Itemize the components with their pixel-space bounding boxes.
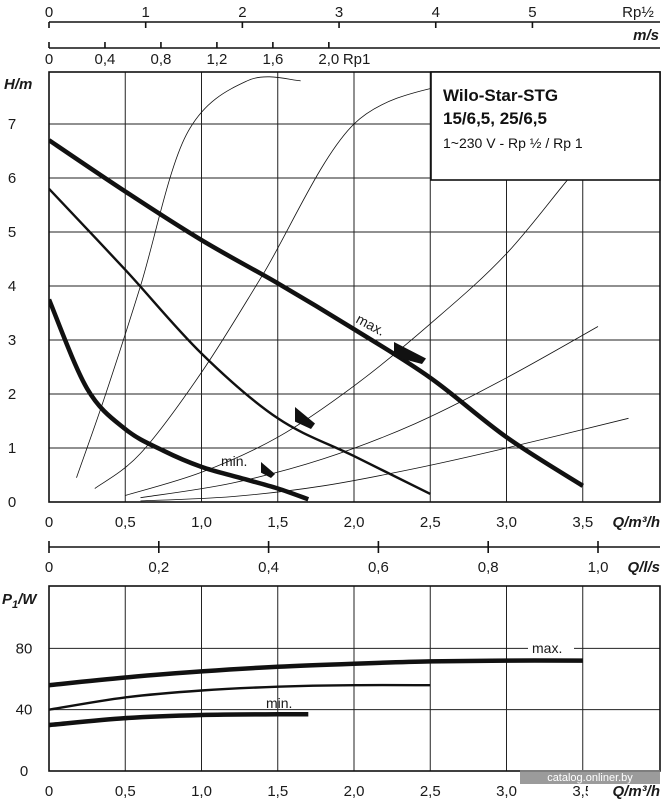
head-y-tick-label: 4 xyxy=(8,278,16,295)
head-y-axis-label: H/m xyxy=(4,76,32,93)
power-x-tick-label: 1,0 xyxy=(191,783,212,800)
power-curve-max xyxy=(49,658,583,688)
flow-ls-tick-label: 1,0 xyxy=(588,559,609,576)
velocity-tick-label: 0,4 xyxy=(95,51,116,68)
rp-half-tick-label: 5 xyxy=(528,4,536,21)
power-x-axis-label: Q/m³/h xyxy=(613,783,661,800)
rp-half-axis-label: Rp½ xyxy=(622,4,654,21)
chart-title-line-1: Wilo-Star-STG xyxy=(443,86,558,105)
rp-half-tick-label: 0 xyxy=(45,4,53,21)
head-y-tick-label: 1 xyxy=(8,440,16,457)
power-curve-mid xyxy=(49,683,431,711)
rp-half-tick-label: 2 xyxy=(238,4,246,21)
rp-half-tick-label: 4 xyxy=(432,4,440,21)
head-curve-mid xyxy=(49,187,431,495)
head-x-tick-label: 1,5 xyxy=(267,514,288,531)
velocity-tick-label: 1,6 xyxy=(262,51,283,68)
head-x-tick-label: 0,5 xyxy=(115,514,136,531)
mid-setting-marker xyxy=(295,407,315,429)
power-y-tick-label: 0 xyxy=(20,763,28,780)
power-x-tick-label: 2,0 xyxy=(344,783,365,800)
power-y-tick-label: 80 xyxy=(16,640,33,657)
head-y-tick-label: 3 xyxy=(8,332,16,349)
power-x-tick-label: 0 xyxy=(45,783,53,800)
head-x-tick-label: 0 xyxy=(45,514,53,531)
flow-ls-tick-label: 0,8 xyxy=(478,559,499,576)
head-x-tick-label: 2,0 xyxy=(344,514,365,531)
head-y-tick-label: 5 xyxy=(8,224,16,241)
rp-half-tick-label: 1 xyxy=(142,4,150,21)
head-x-tick-label: 1,0 xyxy=(191,514,212,531)
head-x-tick-label: 3,5 xyxy=(572,514,593,531)
rp-half-tick-label: 3 xyxy=(335,4,343,21)
power-chart-frame xyxy=(48,585,661,772)
head-x-tick-label: 3,0 xyxy=(496,514,517,531)
head-y-tick-label: 6 xyxy=(8,170,16,187)
power-max-label: max. xyxy=(532,640,562,656)
velocity-tick-label: 1,2 xyxy=(206,51,227,68)
flow-ls-tick-label: 0,6 xyxy=(368,559,389,576)
head-y-tick-label: 7 xyxy=(8,116,16,133)
velocity-tick-label: 2,0 xyxy=(318,51,339,68)
head-x-tick-label: 2,5 xyxy=(420,514,441,531)
head-curve-max xyxy=(49,138,585,488)
velocity-axis-label: m/s xyxy=(633,27,659,44)
power-y-axis-label: P1/W xyxy=(2,591,38,611)
head-min-label: min. xyxy=(221,453,247,469)
head-x-axis-label: Q/m³/h xyxy=(613,514,661,531)
head-y-tick-label: 0 xyxy=(8,494,16,511)
max-setting-marker xyxy=(394,342,426,364)
system-curve xyxy=(94,80,461,489)
head-chart-frame xyxy=(48,71,661,503)
head-curve-min xyxy=(49,298,310,502)
power-y-tick-label: 40 xyxy=(16,702,33,719)
system-curve xyxy=(140,326,599,499)
system-curve xyxy=(140,417,629,502)
velocity-tick-label: 0,8 xyxy=(151,51,172,68)
chart-title-line-2: 15/6,5, 25/6,5 xyxy=(443,109,547,128)
power-y-axis-unit: /W xyxy=(17,591,38,608)
watermark-bg xyxy=(520,770,660,784)
rp1-label: Rp1 xyxy=(343,51,371,68)
power-x-tick-label: 2,5 xyxy=(420,783,441,800)
chart-title-line-3: 1~230 V - Rp ½ / Rp 1 xyxy=(443,135,583,151)
power-curve-min xyxy=(49,712,309,728)
flow-ls-axis-label: Q/l/s xyxy=(627,559,660,576)
power-x-tick-label: 1,5 xyxy=(267,783,288,800)
power-min-label: min. xyxy=(266,695,292,711)
velocity-tick-label: 0 xyxy=(45,51,53,68)
power-x-tick-label: 3,0 xyxy=(496,783,517,800)
power-x-tick-label: 0,5 xyxy=(115,783,136,800)
flow-ls-tick-label: 0,4 xyxy=(258,559,279,576)
head-y-tick-label: 2 xyxy=(8,386,16,403)
power-max-label-bg xyxy=(528,639,574,657)
power-x-tick-label: 3,5 xyxy=(572,783,593,800)
watermark-text: catalog.onliner.by xyxy=(547,772,633,784)
power-y-axis-subscript: 1 xyxy=(12,599,18,611)
flow-ls-tick-label: 0,2 xyxy=(148,559,169,576)
title-box xyxy=(430,71,661,181)
power-x-label-bg xyxy=(588,783,658,799)
min-setting-marker xyxy=(261,462,275,478)
flow-ls-tick-label: 0 xyxy=(45,559,53,576)
power-y-axis-main: P xyxy=(2,591,13,608)
